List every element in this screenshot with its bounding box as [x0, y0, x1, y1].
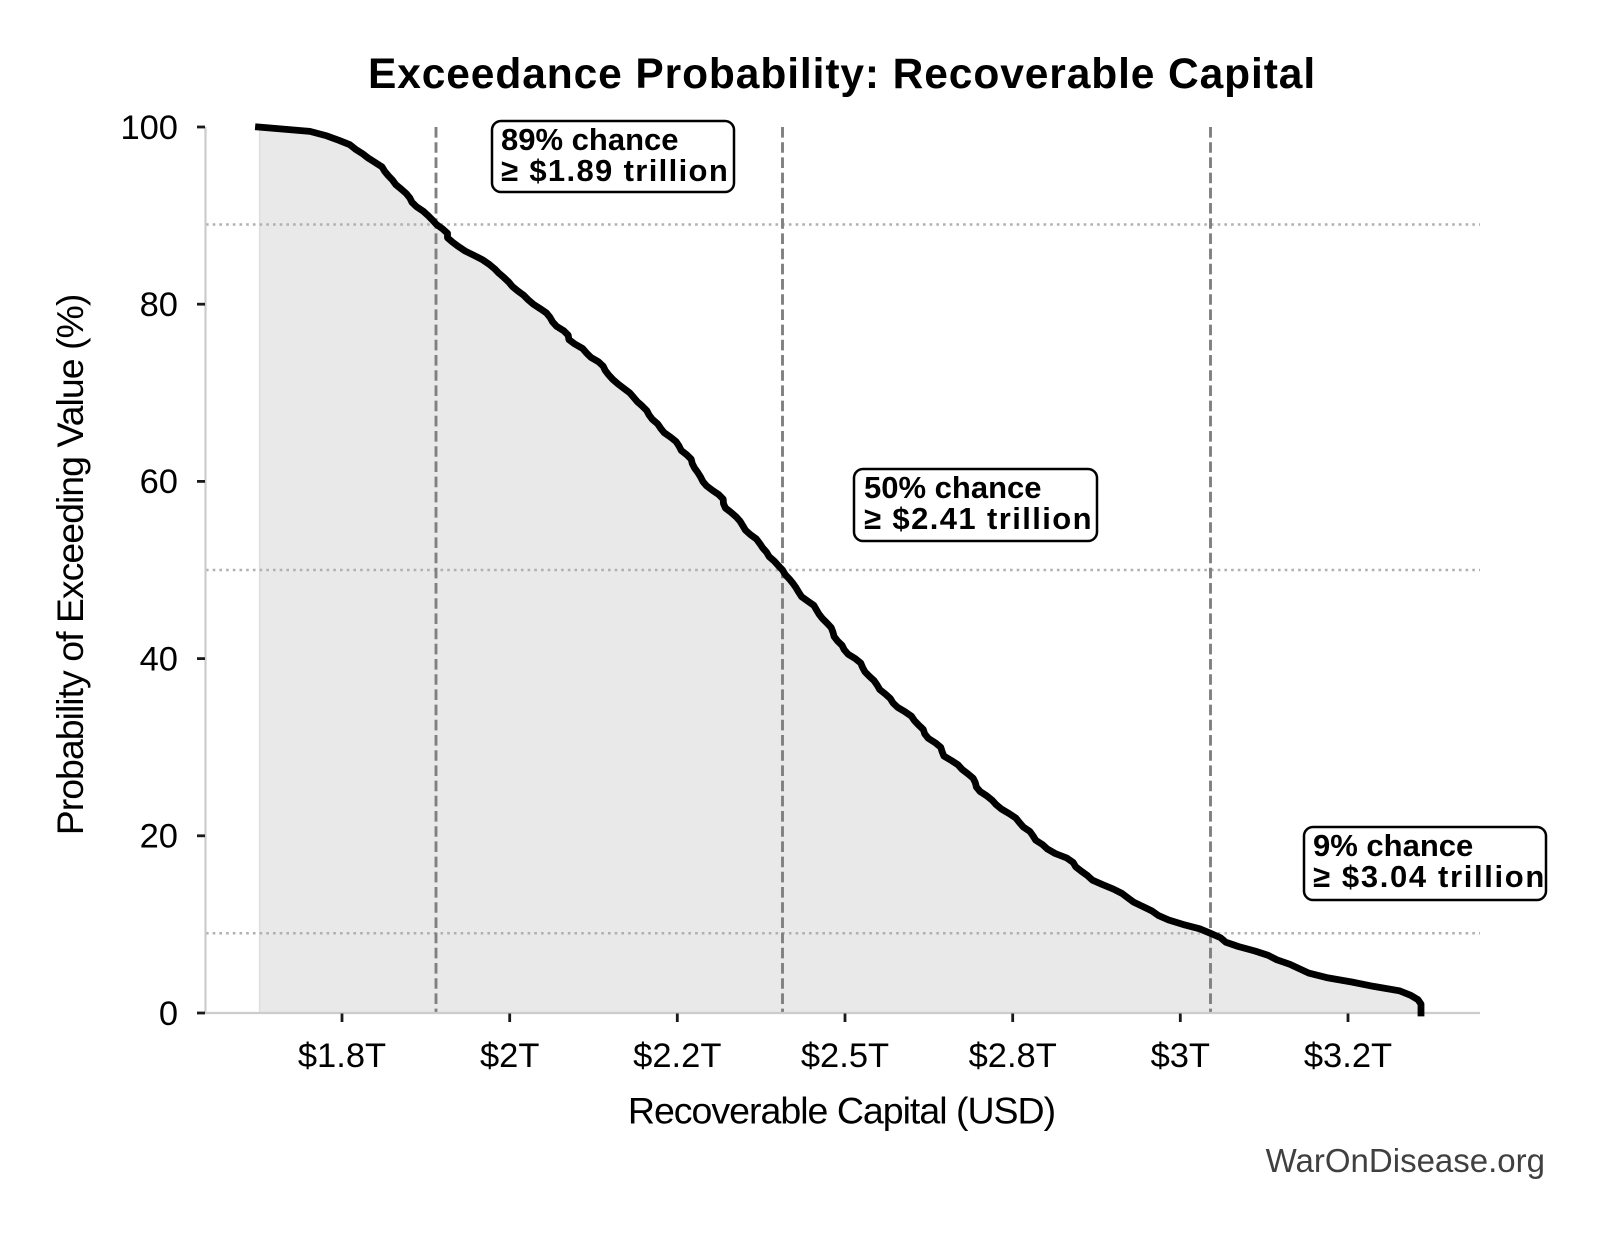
svg-text:$2.8T: $2.8T — [969, 1037, 1057, 1075]
svg-text:50% chance: 50% chance — [864, 470, 1042, 505]
svg-text:Probability of Exceeding Value: Probability of Exceeding Value (%) — [49, 295, 91, 836]
svg-text:$2.5T: $2.5T — [801, 1037, 889, 1075]
svg-text:WarOnDisease.org: WarOnDisease.org — [1266, 1142, 1545, 1179]
svg-text:Exceedance Probability: Recove: Exceedance Probability: Recoverable Capi… — [368, 51, 1316, 98]
svg-text:0: 0 — [159, 995, 178, 1033]
svg-text:40: 40 — [140, 640, 178, 678]
svg-text:20: 20 — [140, 818, 178, 856]
svg-text:$2.2T: $2.2T — [633, 1037, 721, 1075]
svg-text:60: 60 — [140, 463, 178, 501]
svg-text:80: 80 — [140, 286, 178, 324]
svg-text:100: 100 — [120, 109, 178, 147]
svg-text:$3T: $3T — [1151, 1037, 1210, 1075]
svg-text:Recoverable Capital (USD): Recoverable Capital (USD) — [628, 1090, 1055, 1132]
svg-text:≥ $3.04 trillion: ≥ $3.04 trillion — [1313, 859, 1546, 894]
svg-text:9% chance: 9% chance — [1313, 828, 1473, 863]
svg-text:$1.8T: $1.8T — [298, 1037, 386, 1075]
svg-text:≥ $2.41 trillion: ≥ $2.41 trillion — [864, 501, 1093, 536]
svg-text:$3.2T: $3.2T — [1304, 1037, 1392, 1075]
svg-text:89% chance: 89% chance — [501, 122, 679, 157]
svg-text:≥ $1.89 trillion: ≥ $1.89 trillion — [501, 153, 729, 188]
svg-text:$2T: $2T — [480, 1037, 539, 1075]
